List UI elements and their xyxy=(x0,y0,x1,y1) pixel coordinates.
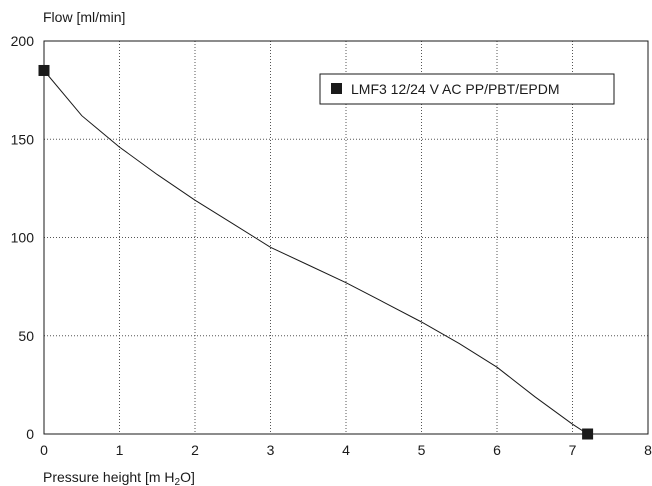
y-tick-label: 50 xyxy=(18,328,34,344)
grid-lines xyxy=(44,41,648,434)
x-tick-label: 6 xyxy=(493,442,501,458)
x-tick-label: 2 xyxy=(191,442,199,458)
legend-marker xyxy=(331,83,342,94)
x-tick-label: 1 xyxy=(116,442,124,458)
plot-border xyxy=(43,40,649,435)
y-tick-label: 200 xyxy=(11,33,35,49)
series-markers xyxy=(38,64,594,440)
legend-label: LMF3 12/24 V AC PP/PBT/EPDM xyxy=(351,81,560,97)
y-tick-label: 100 xyxy=(11,230,35,246)
series-curve xyxy=(43,70,588,435)
plot-frame xyxy=(43,40,649,435)
x-axis-title-end: O] xyxy=(180,469,195,485)
legend: LMF3 12/24 V AC PP/PBT/EPDM xyxy=(319,73,615,105)
series-line xyxy=(43,70,588,435)
x-tick-label: 0 xyxy=(40,442,48,458)
legend-box xyxy=(319,73,615,105)
x-axis-title: Pressure height [m H2O] xyxy=(43,469,195,486)
x-tick-label: 4 xyxy=(342,442,350,458)
tick-labels: 0 1 2 3 4 5 6 7 8 0 50 100 150 200 xyxy=(11,33,652,458)
series-marker xyxy=(582,428,594,440)
x-axis-title-subscript: 2 xyxy=(175,477,181,486)
x-tick-label: 7 xyxy=(569,442,577,458)
y-tick-label: 150 xyxy=(11,131,35,147)
y-tick-label: 0 xyxy=(26,426,34,442)
y-axis-title: Flow [ml/min] xyxy=(43,9,125,25)
series-marker xyxy=(38,64,50,76)
x-tick-label: 5 xyxy=(418,442,426,458)
x-tick-label: 3 xyxy=(267,442,275,458)
x-axis-title-main: Pressure height [m H xyxy=(43,469,175,485)
x-tick-label: 8 xyxy=(644,442,652,458)
